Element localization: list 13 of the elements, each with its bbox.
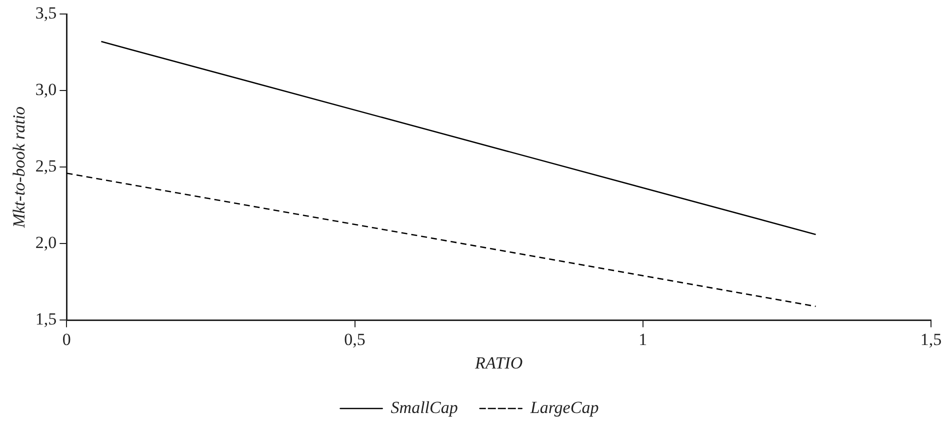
- legend-label: LargeCap: [529, 398, 599, 417]
- legend-label: SmallCap: [390, 398, 458, 417]
- x-tick-label: 0: [62, 330, 71, 349]
- y-tick-label: 3,0: [35, 80, 57, 100]
- y-tick-label: 1,5: [35, 310, 57, 329]
- y-tick-label: 2,5: [35, 156, 57, 176]
- y-tick-label: 3,5: [35, 3, 57, 22]
- y-axis-title: Mkt-to-book ratio: [10, 106, 29, 229]
- x-tick-label: 1: [638, 330, 648, 349]
- x-tick-label: 0,5: [344, 330, 366, 349]
- y-tick-label: 2,0: [35, 233, 57, 252]
- x-tick-label: 1,5: [920, 330, 942, 349]
- x-axis-title: RATIO: [474, 353, 523, 372]
